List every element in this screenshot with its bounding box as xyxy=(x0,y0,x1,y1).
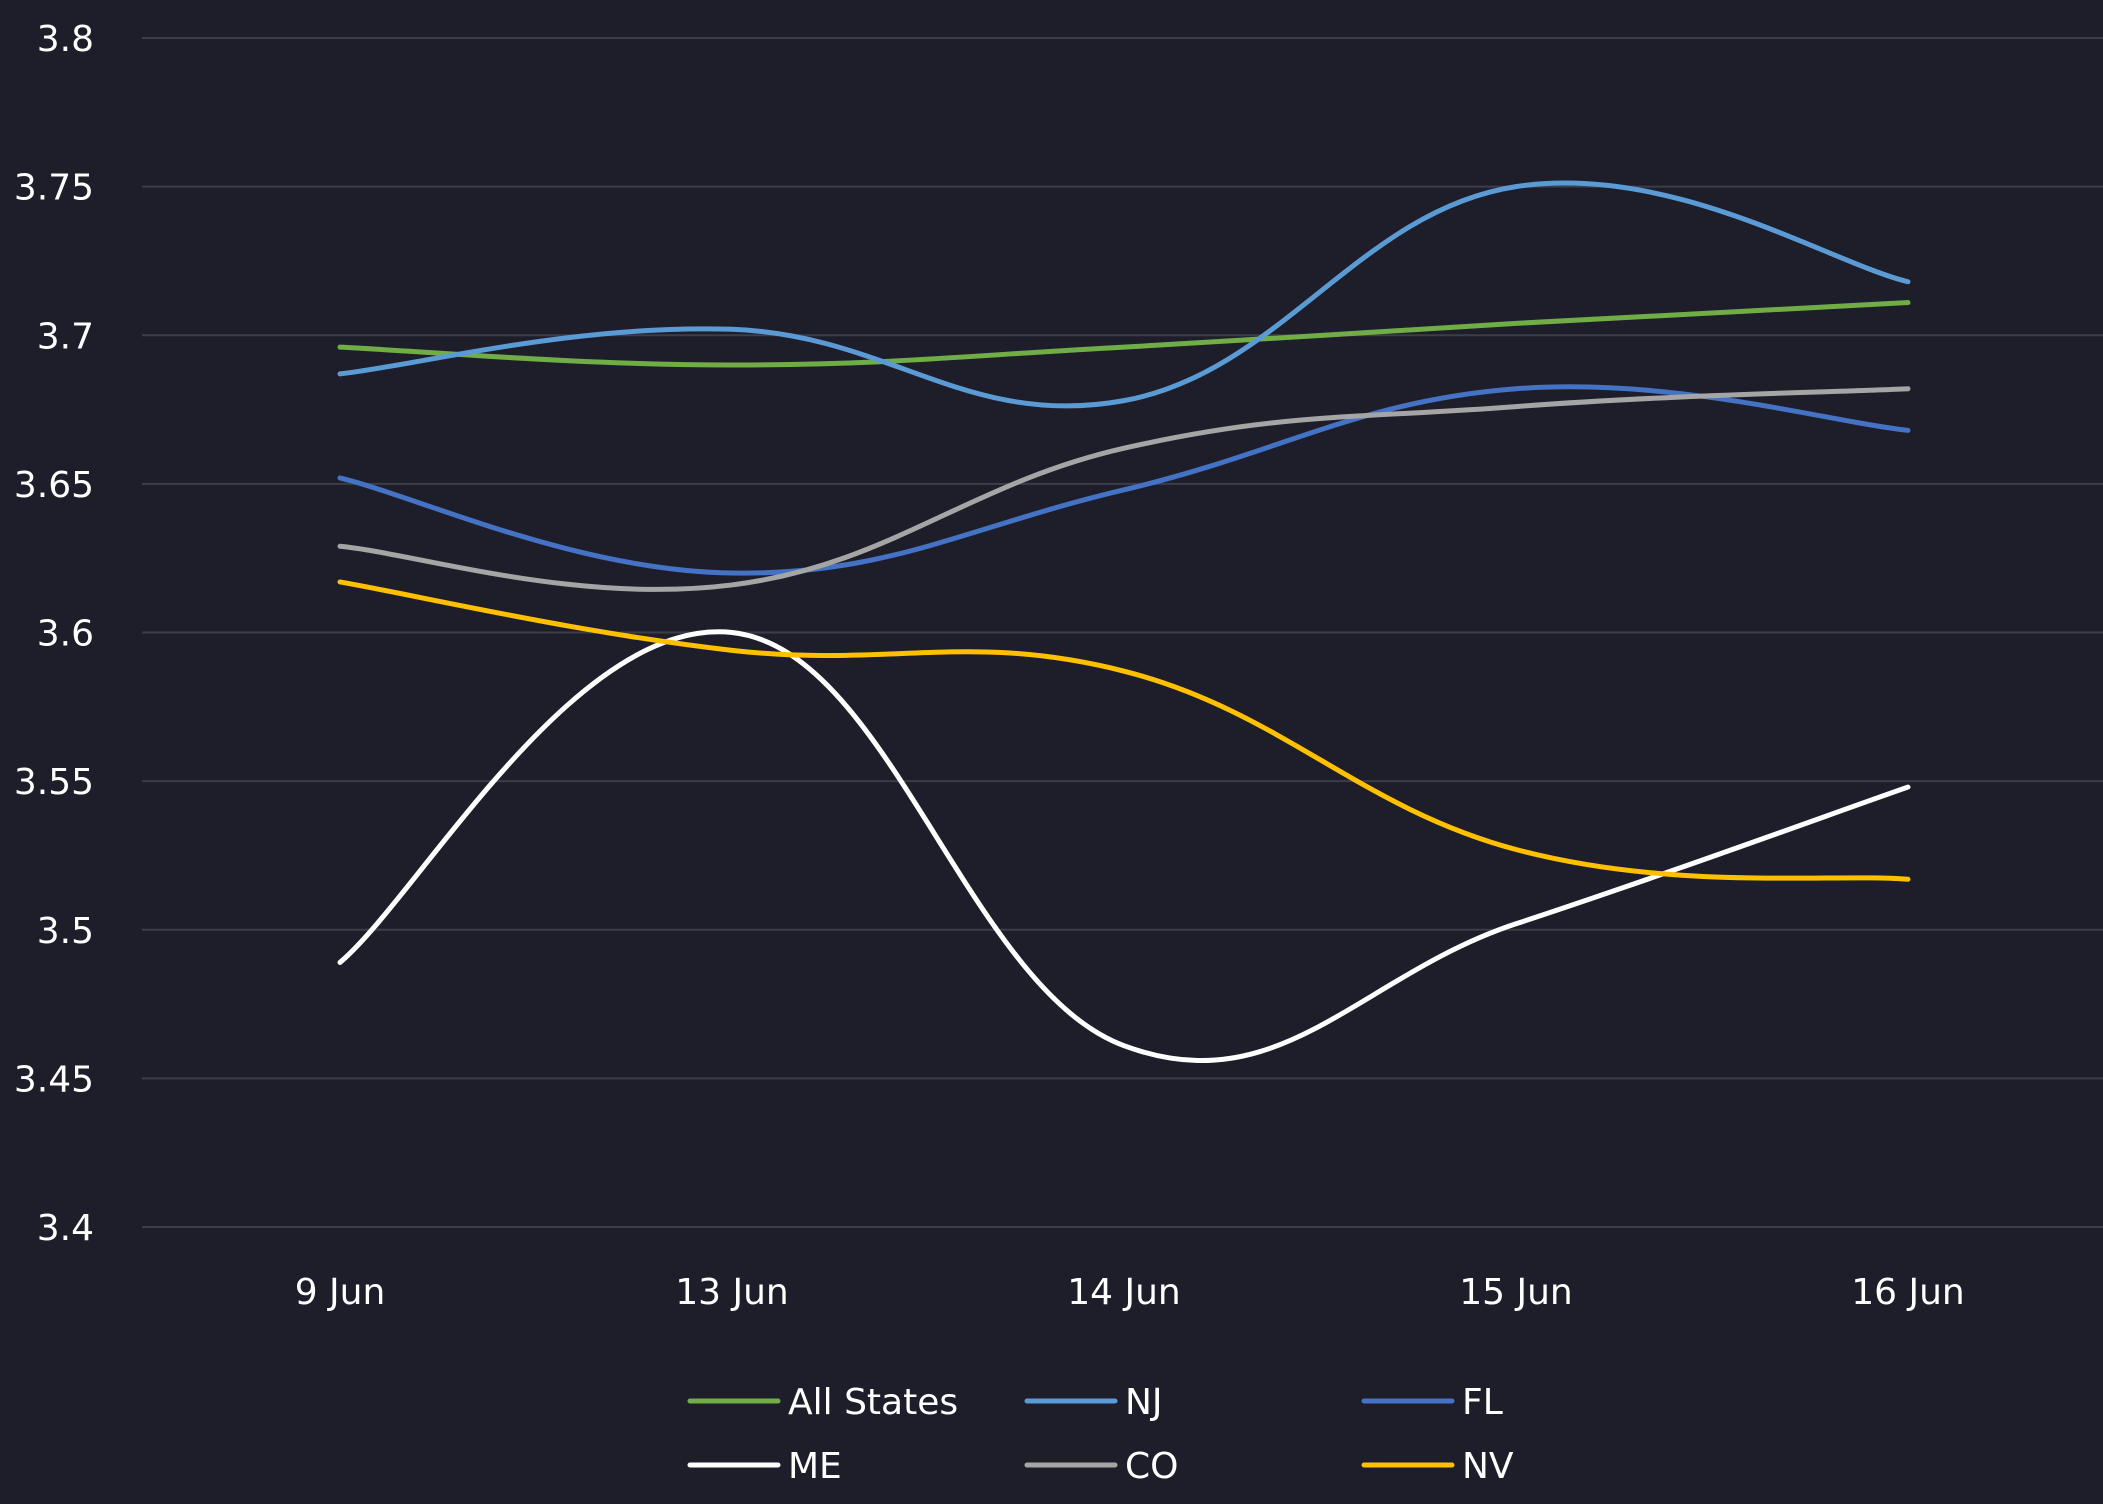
series-line-fl xyxy=(337,384,1911,576)
y-tick-label: 3.45 xyxy=(14,1059,94,1100)
series-lines xyxy=(337,180,1911,1064)
legend: All States NJ FL ME CO NV xyxy=(687,1382,1514,1487)
y-tick-label: 3.55 xyxy=(14,762,94,803)
legend-item: NV xyxy=(1361,1446,1514,1487)
x-axis-ticks: 9 Jun 13 Jun 14 Jun 15 Jun 16 Jun xyxy=(295,1272,1965,1313)
legend-label: ME xyxy=(788,1446,842,1487)
x-tick-label: 16 Jun xyxy=(1851,1272,1965,1313)
y-axis-ticks: 3.8 3.75 3.7 3.65 3.6 3.55 3.5 3.45 3.4 xyxy=(14,19,94,1249)
legend-item: FL xyxy=(1361,1382,1503,1423)
legend-label: NJ xyxy=(1125,1382,1163,1423)
x-tick-label: 13 Jun xyxy=(675,1272,789,1313)
legend-item: ME xyxy=(687,1446,842,1487)
legend-item: NJ xyxy=(1024,1382,1163,1423)
y-tick-label: 3.6 xyxy=(37,614,94,655)
series-line-all-states xyxy=(337,300,1911,368)
y-tick-label: 3.8 xyxy=(37,19,94,60)
y-tick-label: 3.4 xyxy=(37,1208,94,1249)
x-tick-label: 14 Jun xyxy=(1067,1272,1181,1313)
legend-label: CO xyxy=(1125,1446,1178,1487)
legend-item: All States xyxy=(687,1382,958,1423)
legend-label: NV xyxy=(1462,1446,1514,1487)
y-tick-label: 3.5 xyxy=(37,911,94,952)
legend-label: FL xyxy=(1462,1382,1503,1423)
legend-label: All States xyxy=(788,1382,958,1423)
series-line-nj xyxy=(337,180,1911,409)
legend-item: CO xyxy=(1024,1446,1178,1487)
series-line-me xyxy=(337,629,1911,1064)
y-tick-label: 3.65 xyxy=(14,465,94,506)
y-tick-label: 3.7 xyxy=(37,316,94,357)
series-line-nv xyxy=(337,579,1911,882)
y-tick-label: 3.75 xyxy=(14,168,94,209)
series-line-co xyxy=(337,386,1911,592)
x-tick-label: 9 Jun xyxy=(295,1272,386,1313)
x-tick-label: 15 Jun xyxy=(1459,1272,1573,1313)
gridlines xyxy=(142,37,2103,1228)
